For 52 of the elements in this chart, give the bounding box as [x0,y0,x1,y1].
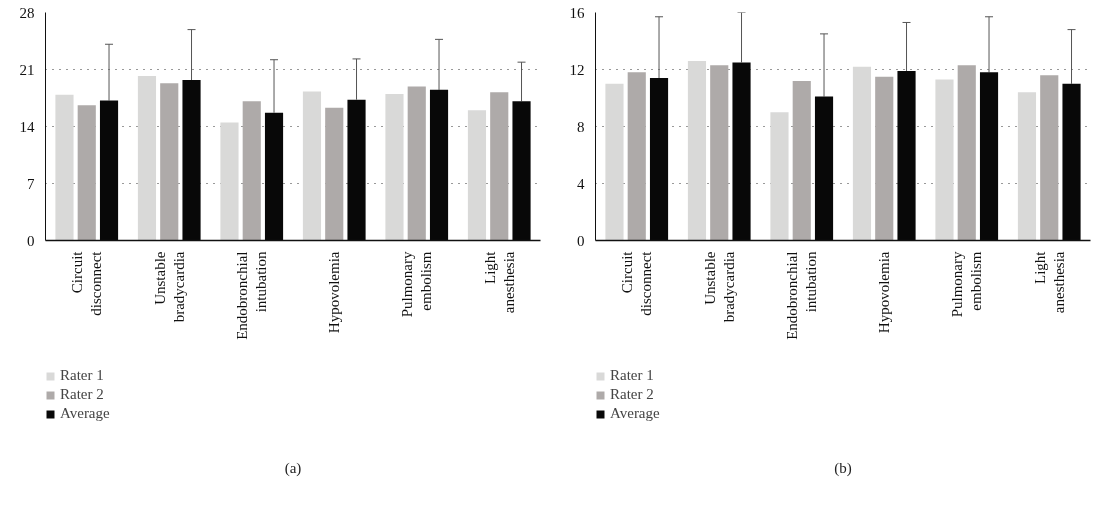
x-tick-label: Pulmonary embolism [399,251,435,318]
bar [792,80,811,241]
bar [627,72,646,241]
bar [687,60,707,241]
bar [385,93,404,241]
bar [242,101,261,241]
y-tick-label: 14 [19,118,35,135]
legend-label: Rater 2 [610,386,654,403]
bar [220,122,239,241]
bar [55,94,74,241]
x-tick-label: Hypovolemia [876,251,893,334]
bar [325,107,344,241]
legend-label: Rater 1 [60,367,104,384]
bar [467,110,487,241]
y-tick-label: 12 [569,61,585,78]
bar [1017,92,1037,241]
x-tick-label: Pulmonary embolism [949,251,985,318]
bar [710,65,729,241]
x-tick-label: Light anesthesia [1031,250,1067,314]
x-tick-label: Circuit disconnect [69,250,105,316]
x-tick-label: Light anesthesia [481,250,517,314]
bar [1040,75,1059,241]
y-tick-label: 8 [577,118,585,135]
legend-label: Average [610,405,660,422]
bar [875,76,894,241]
x-tick-label: Circuit disconnect [619,250,655,316]
bar [935,79,954,241]
y-tick-label: 4 [577,175,585,192]
bar [852,66,872,241]
bar [160,83,179,241]
y-tick-label: 21 [19,61,35,78]
x-tick-label: Hypovolemia [326,251,343,334]
text: (b) [834,459,852,477]
y-tick-label: 0 [27,232,35,249]
bar [490,92,509,241]
bar [137,76,157,241]
y-tick-label: 0 [577,232,585,249]
bar [302,91,322,241]
y-tick-label: 7 [27,175,35,192]
legend-label: Rater 2 [60,386,104,403]
bar [77,105,96,241]
legend-label: Rater 1 [610,367,654,384]
bar [605,83,624,241]
y-tick-label: 28 [19,4,35,21]
y-tick-label: 16 [569,4,585,21]
bar [957,65,976,241]
bar [407,86,426,241]
x-tick-label: Endobronchial intubation [784,251,820,340]
legend-label: Average [60,405,110,422]
x-tick-label: Endobronchial intubation [234,251,270,340]
text: (a) [284,459,302,477]
bar [770,112,789,241]
